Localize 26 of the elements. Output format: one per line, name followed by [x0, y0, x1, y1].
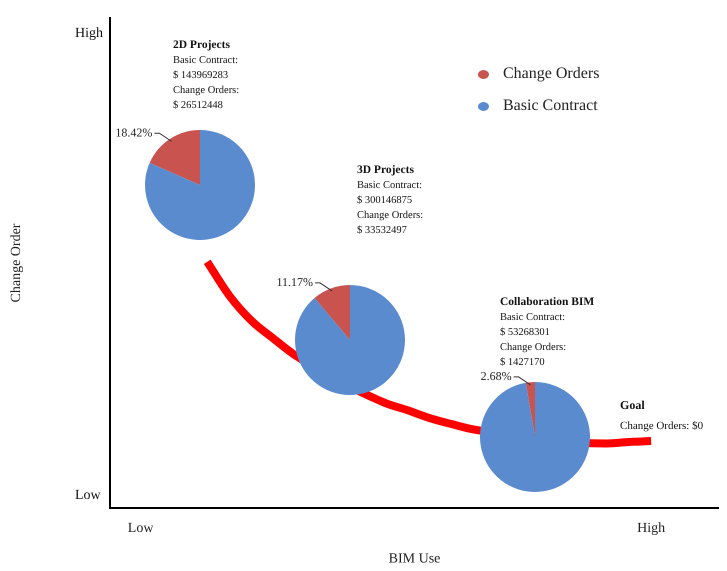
text: Basic Contract:	[357, 179, 424, 193]
x-axis-title: BIM Use	[388, 551, 440, 566]
text: High	[75, 26, 103, 42]
y-axis-title: Change Order	[9, 223, 24, 302]
text: Change Orders:	[357, 209, 424, 223]
text: $ 26512448	[173, 99, 224, 113]
legend-label: Change Orders	[503, 65, 600, 83]
text: $ 33532497	[357, 224, 408, 238]
data-label: 11.17%	[276, 275, 314, 290]
annotation: Change Orders: $0	[620, 420, 704, 432]
text: $ 300146875	[357, 194, 414, 208]
text: $ 143969283	[173, 69, 230, 83]
annotation: $ 53268301	[500, 326, 551, 340]
data-label: 18.42%	[115, 125, 152, 140]
chart-title: 3D Projects	[357, 163, 415, 178]
text: Low	[75, 488, 101, 504]
text: Change Orders:	[173, 84, 240, 98]
annotation: Goal	[620, 398, 645, 413]
annotation: Change Orders:	[500, 341, 568, 355]
legend-label: Basic Contract	[503, 97, 598, 115]
chart-title: Collaboration BIM	[500, 295, 594, 310]
data-label: 2.68%	[480, 369, 512, 384]
chart-title: 2D Projects	[173, 38, 231, 53]
annotation: $ 1427170	[500, 356, 546, 370]
annotation: Basic Contract:	[500, 311, 566, 325]
text: Basic Contract:	[173, 54, 240, 68]
